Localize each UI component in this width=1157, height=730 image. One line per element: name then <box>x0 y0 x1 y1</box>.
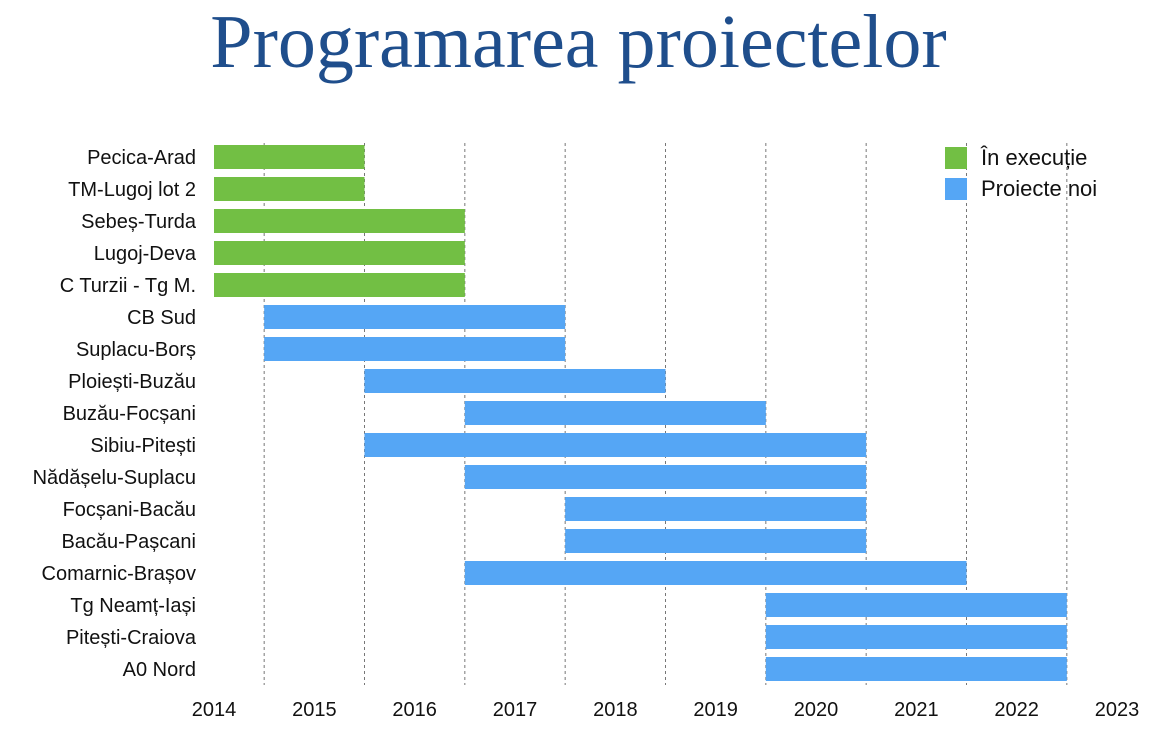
task-label: Tg Neamț-Iași <box>70 595 196 617</box>
task-bar <box>214 241 465 265</box>
task-label: Nădășelu-Suplacu <box>33 467 196 489</box>
task-label: Pecica-Arad <box>87 147 196 169</box>
task-label: TM-Lugoj lot 2 <box>68 179 196 201</box>
task-bar <box>464 465 867 489</box>
x-tick-label: 2021 <box>894 699 939 721</box>
task-bar <box>765 657 1067 681</box>
task-bar <box>565 529 867 553</box>
task-bar <box>214 209 465 233</box>
task-label: A0 Nord <box>123 659 196 681</box>
task-bar <box>214 273 465 297</box>
legend-label: Proiecte noi <box>981 176 1097 201</box>
task-bar <box>214 177 365 201</box>
task-label: Ploiești-Buzău <box>68 371 196 393</box>
task-label: Lugoj-Deva <box>94 243 197 265</box>
x-tick-label: 2022 <box>994 699 1039 721</box>
task-bar <box>264 337 566 361</box>
task-label: Comarnic-Brașov <box>42 563 196 585</box>
x-tick-label: 2016 <box>392 699 437 721</box>
x-tick-label: 2015 <box>292 699 337 721</box>
task-label: Sebeș-Turda <box>81 211 197 233</box>
task-bar <box>765 625 1067 649</box>
task-label: Suplacu-Borș <box>76 339 196 361</box>
legend-swatch <box>945 178 967 200</box>
task-bar <box>565 497 867 521</box>
page-title: Programarea proiectelor <box>210 0 947 84</box>
task-label: Bacău-Pașcani <box>61 531 196 553</box>
task-label: Buzău-Focșani <box>63 403 196 425</box>
task-bars <box>214 145 1067 681</box>
x-tick-label: 2014 <box>192 699 237 721</box>
task-label: Pitești-Craiova <box>66 627 197 649</box>
task-bar <box>264 305 566 329</box>
task-bar <box>364 369 666 393</box>
task-label: CB Sud <box>127 307 196 329</box>
task-label: Focșani-Bacău <box>63 499 196 521</box>
legend: În execuție Proiecte noi <box>945 145 1097 201</box>
x-tick-label: 2023 <box>1095 699 1140 721</box>
x-tick-label: 2018 <box>593 699 638 721</box>
task-label: Sibiu-Pitești <box>90 435 196 457</box>
task-bar <box>364 433 867 457</box>
x-tick-label: 2019 <box>693 699 738 721</box>
year-tick-labels: 2014 2015 2016 2017 2018 2019 2020 2021 2022 2023 <box>192 699 1140 721</box>
x-tick-label: 2020 <box>794 699 839 721</box>
task-bar <box>464 401 766 425</box>
task-bar <box>464 561 967 585</box>
legend-label: În execuție <box>980 145 1087 170</box>
task-label: C Turzii - Tg M. <box>60 275 196 297</box>
task-bar <box>765 593 1067 617</box>
task-labels: Pecica-Arad TM-Lugoj lot 2 Sebeș-Turda Lugo… <box>33 147 197 681</box>
task-bar <box>214 145 365 169</box>
legend-swatch <box>945 147 967 169</box>
x-tick-label: 2017 <box>493 699 538 721</box>
